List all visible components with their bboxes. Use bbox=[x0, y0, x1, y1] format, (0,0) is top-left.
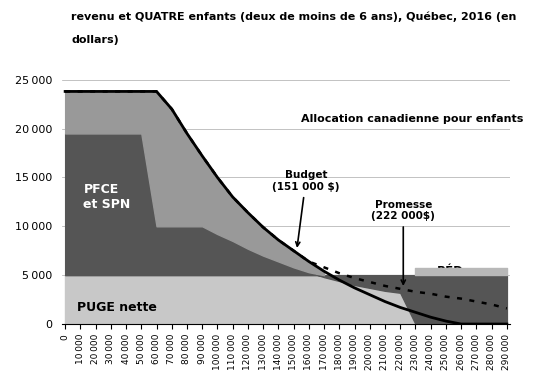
Text: dollars): dollars) bbox=[71, 35, 119, 45]
Text: Budget
(151 000 $): Budget (151 000 $) bbox=[272, 171, 339, 246]
Text: PUGE nette: PUGE nette bbox=[77, 301, 157, 314]
Text: Promesse
(222 000$): Promesse (222 000$) bbox=[371, 200, 435, 284]
Text: revenu et QUATRE enfants (deux de moins de 6 ans), Québec, 2⁠016 (en: revenu et QUATRE enfants (deux de moins … bbox=[71, 12, 517, 22]
Text: PFCE
et SPN: PFCE et SPN bbox=[83, 183, 131, 211]
Text: RÉD: RÉD bbox=[437, 265, 464, 278]
Text: Allocation canadienne pour enfants: Allocation canadienne pour enfants bbox=[301, 114, 524, 124]
